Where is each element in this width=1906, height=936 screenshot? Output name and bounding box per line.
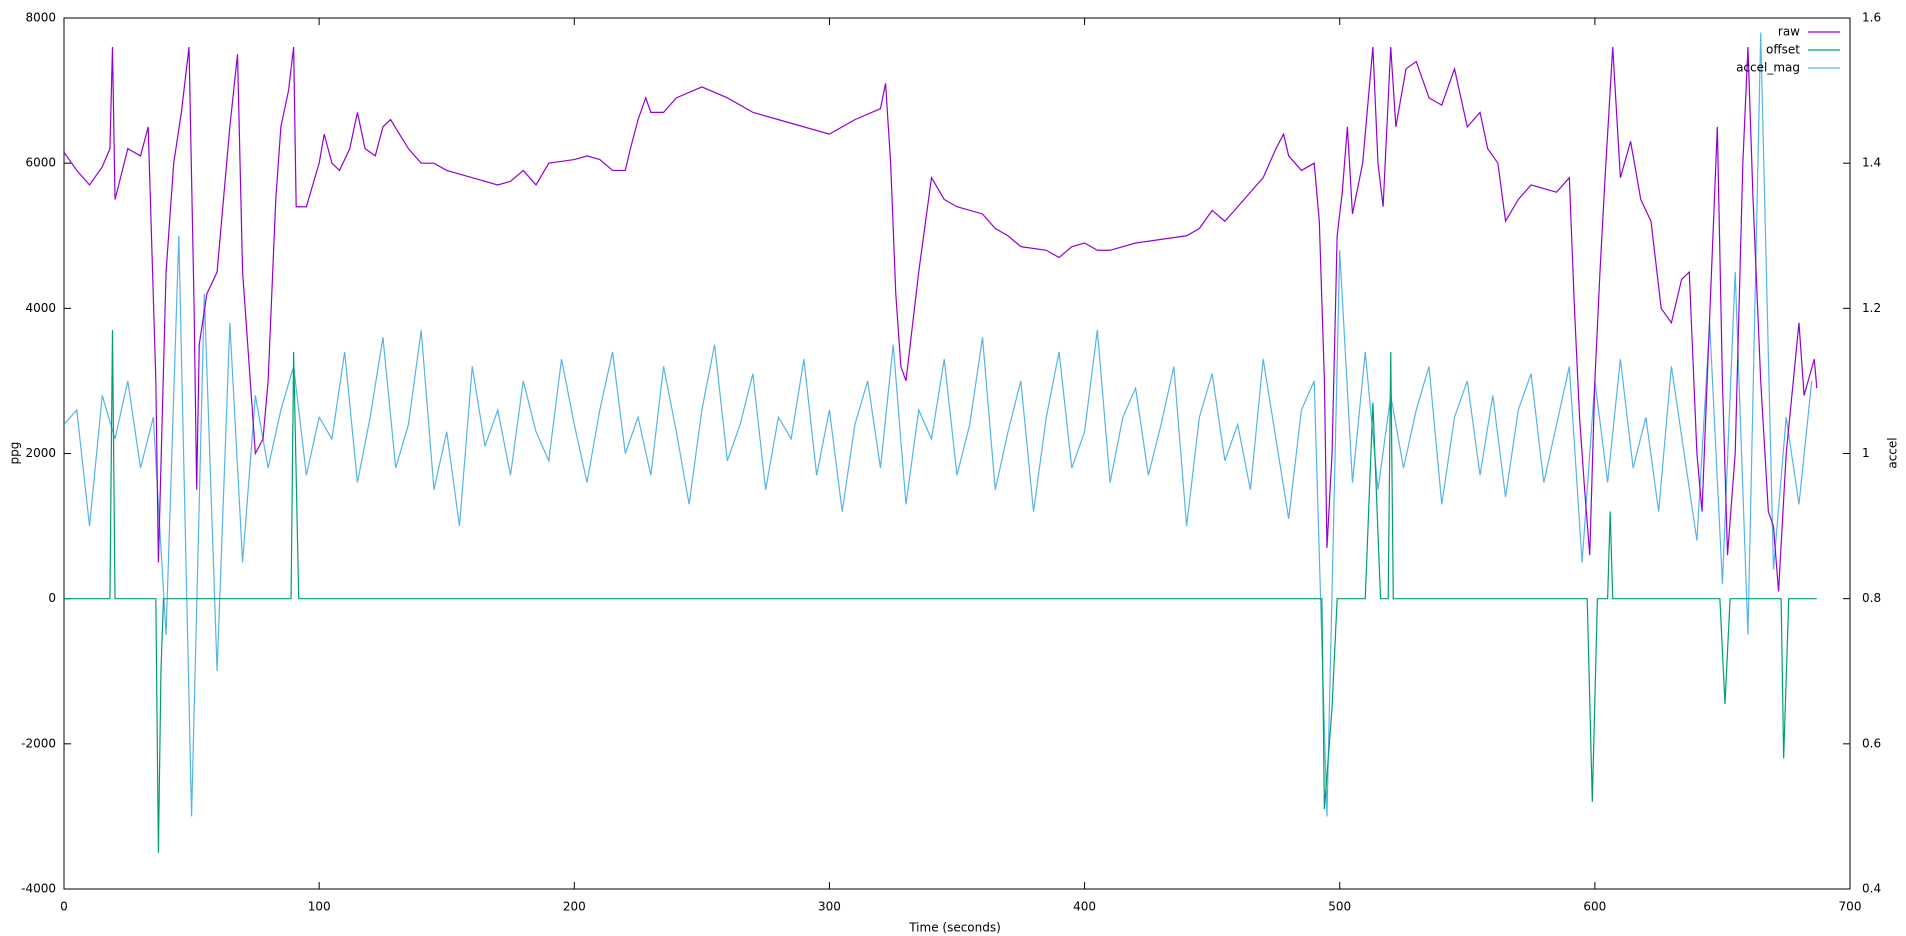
x-tick-label: 400 xyxy=(1073,900,1096,914)
series-line xyxy=(64,330,1817,853)
y2-tick-label: 0.8 xyxy=(1862,591,1881,605)
y-tick-label: 8000 xyxy=(25,11,56,25)
y2-tick-label: 1.2 xyxy=(1862,301,1881,315)
x-axis-label: Time (seconds) xyxy=(908,921,1001,935)
y2-tick-label: 1.4 xyxy=(1862,156,1881,170)
y-tick-label: 0 xyxy=(48,591,56,605)
y-tick-label: 6000 xyxy=(25,156,56,170)
legend-label: raw xyxy=(1778,25,1800,39)
y2-tick-label: 1.6 xyxy=(1862,11,1881,25)
series-line xyxy=(63,32,1813,817)
x-tick-label: 200 xyxy=(563,900,586,914)
y2-tick-label: 0.4 xyxy=(1862,882,1881,896)
series-line xyxy=(63,46,1818,592)
legend-label: accel_mag xyxy=(1736,61,1800,75)
y-tick-label: -4000 xyxy=(21,882,56,896)
y-tick-label: -2000 xyxy=(21,736,56,750)
y-tick-label: 2000 xyxy=(25,446,56,460)
y2-axis-label: accel xyxy=(1886,437,1900,468)
x-tick-label: 700 xyxy=(1839,900,1862,914)
x-tick-label: 500 xyxy=(1328,900,1351,914)
y2-tick-label: 0.6 xyxy=(1862,736,1881,750)
x-tick-label: 600 xyxy=(1583,900,1606,914)
x-tick-label: 0 xyxy=(60,900,68,914)
y-tick-label: 4000 xyxy=(25,301,56,315)
y2-tick-label: 1 xyxy=(1862,446,1870,460)
y-axis-label: ppg xyxy=(8,442,22,465)
legend-label: offset xyxy=(1766,43,1800,57)
x-tick-label: 100 xyxy=(308,900,331,914)
x-tick-label: 300 xyxy=(818,900,841,914)
